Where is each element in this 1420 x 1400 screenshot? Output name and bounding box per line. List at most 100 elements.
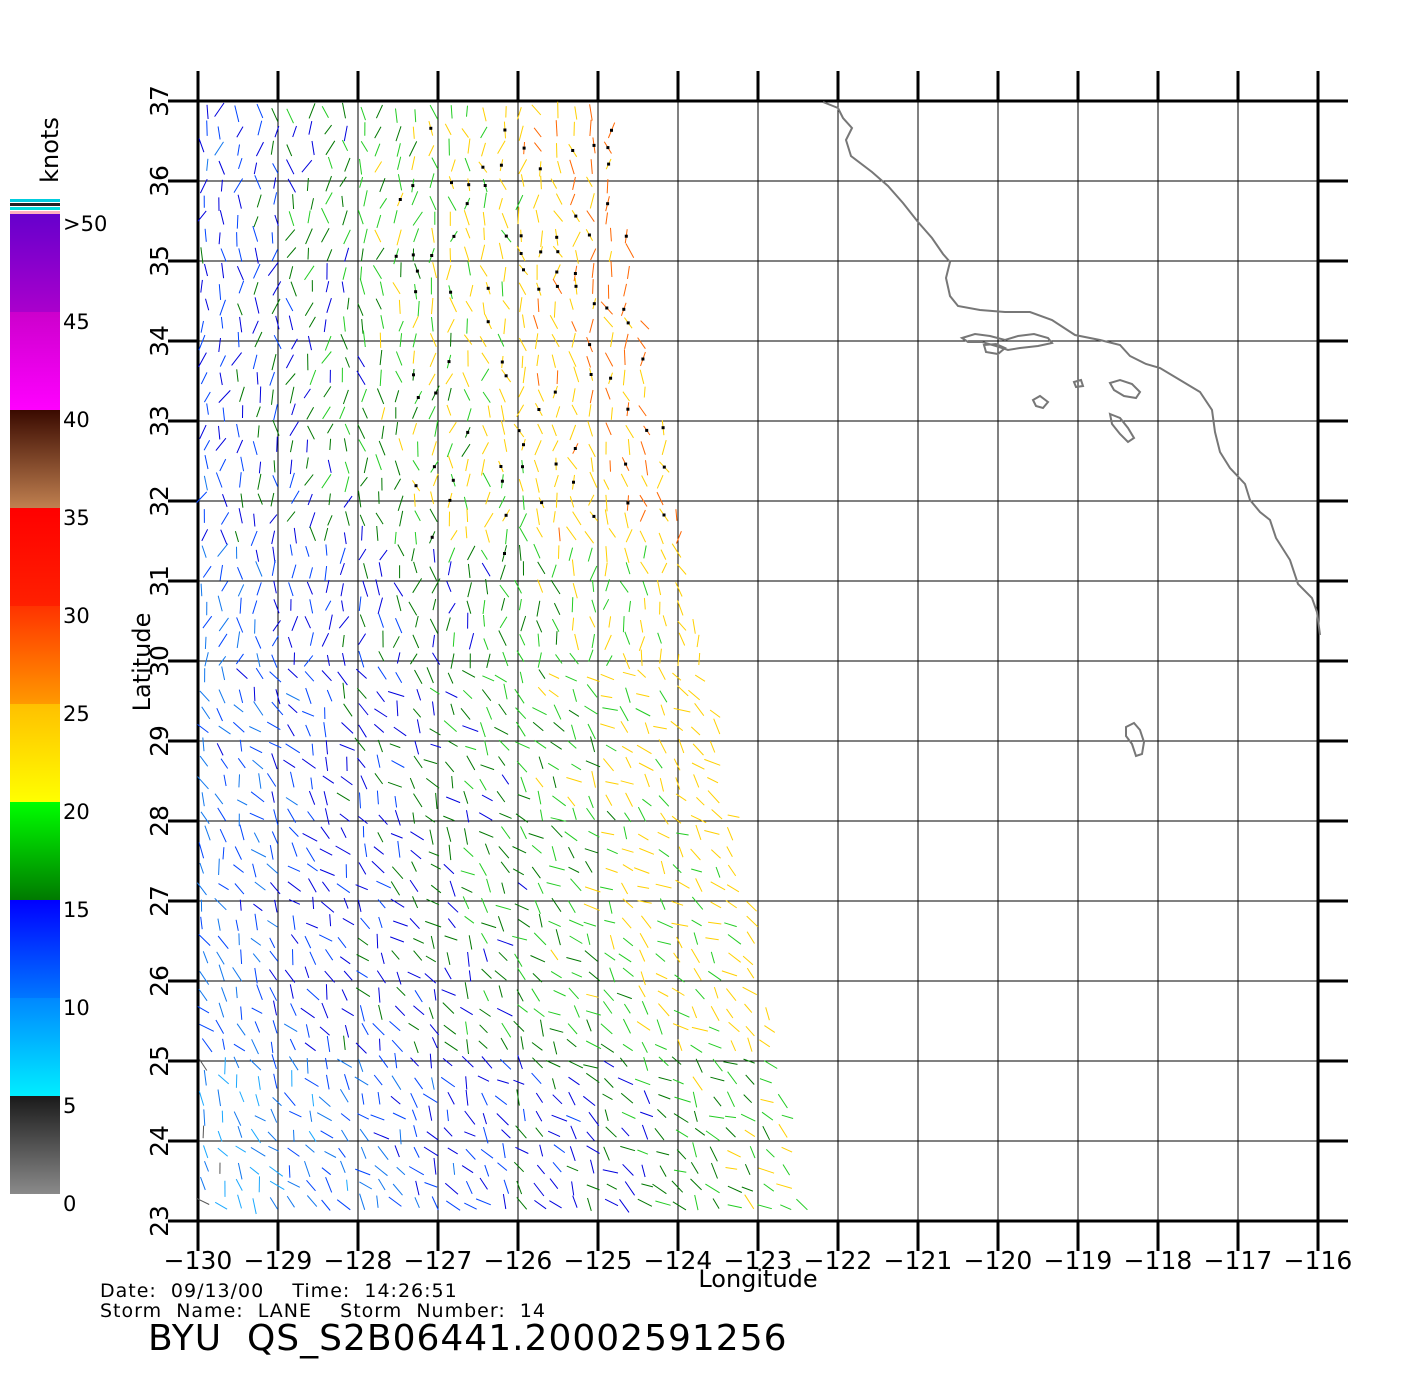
wind-vector [692, 1091, 698, 1108]
wind-vector [566, 957, 582, 962]
wind-vector [272, 1097, 282, 1107]
wind-vector [374, 143, 381, 157]
wind-vector [204, 454, 209, 470]
rain-flag-marker [572, 480, 575, 484]
wind-vector [698, 652, 701, 666]
wind-vector [377, 832, 384, 843]
wind-vector [344, 247, 350, 262]
wind-vector [273, 404, 278, 421]
wind-vector [355, 987, 371, 998]
wind-vector [337, 671, 348, 686]
wind-vector [327, 423, 334, 434]
wind-vector [566, 1038, 577, 1048]
wind-vector [325, 600, 332, 611]
wind-vector [447, 1091, 455, 1105]
wind-vector [532, 721, 544, 732]
wind-vector [440, 1076, 456, 1088]
legend-label: 35 [63, 506, 90, 530]
wind-vector [460, 870, 475, 876]
wind-vector [256, 582, 262, 596]
wind-vector [588, 404, 592, 417]
wind-vector [711, 809, 723, 820]
wind-vector [356, 954, 370, 962]
wind-vector [391, 760, 405, 768]
wind-vector [691, 762, 705, 770]
wind-vector [466, 105, 468, 117]
wind-vector [423, 759, 438, 765]
wind-vector [742, 955, 754, 966]
wind-vector [465, 458, 469, 472]
wind-vector [658, 666, 666, 680]
rain-flag-marker [609, 376, 613, 380]
wind-vector [371, 860, 385, 874]
lon-tick-label: −128 [324, 1246, 393, 1275]
wind-vector [568, 351, 577, 367]
wind-vector [412, 634, 420, 649]
wind-vector [326, 689, 333, 702]
wind-vector [537, 790, 542, 805]
wind-vector [395, 422, 399, 435]
wind-vector [431, 316, 434, 332]
wind-vector [392, 1183, 403, 1196]
wind-vector [395, 351, 403, 366]
lat-tick-label: 35 [145, 245, 174, 277]
wind-vector [625, 792, 633, 807]
wind-vector [222, 1038, 226, 1050]
wind-vector [499, 584, 510, 598]
wind-vector [450, 530, 458, 541]
rain-flag-marker [466, 430, 470, 434]
wind-vector [605, 794, 613, 806]
wind-vector [221, 262, 225, 279]
wind-vector [396, 986, 406, 996]
wind-vector [416, 719, 421, 734]
wind-vector [325, 1177, 333, 1193]
wind-vector [344, 157, 351, 172]
wind-vector [289, 544, 293, 556]
wind-vector [374, 126, 382, 139]
wind-vector [305, 1024, 310, 1038]
wind-vector [622, 1163, 634, 1176]
wind-vector [677, 620, 687, 631]
wind-vector [660, 549, 667, 560]
wind-vector [269, 671, 282, 683]
wind-vector [237, 567, 244, 580]
wind-vector [452, 1162, 456, 1175]
wind-vector [269, 987, 278, 1001]
wind-vector [571, 972, 583, 978]
wind-vector [378, 1178, 386, 1191]
wind-vector [675, 793, 687, 802]
wind-vector [657, 831, 670, 839]
wind-vector [548, 920, 561, 928]
wind-vector [619, 1057, 628, 1067]
wind-vector [566, 526, 577, 541]
wind-vector [586, 993, 599, 998]
wind-vector [603, 1146, 610, 1161]
lon-tick-label: −116 [1284, 1246, 1353, 1275]
wind-vector [342, 267, 347, 280]
legend-color-band [10, 214, 60, 312]
wind-vector [520, 826, 527, 840]
wind-vector [586, 176, 593, 187]
wind-vector [359, 158, 363, 175]
wind-vector [462, 372, 470, 387]
wind-vector [289, 1110, 302, 1118]
wind-vector [218, 284, 222, 300]
wind-vector [431, 1196, 439, 1211]
wind-vector [677, 685, 689, 697]
wind-vector [431, 578, 441, 594]
wind-vector [249, 1166, 260, 1175]
wind-vector [444, 935, 458, 941]
wind-vector [516, 989, 524, 1002]
wind-vector [464, 915, 475, 924]
wind-vector [287, 704, 298, 714]
wind-vector [610, 407, 613, 420]
wind-vector [237, 1162, 243, 1180]
wind-vector [637, 900, 652, 904]
wind-vector [429, 829, 434, 845]
wind-vector [430, 935, 435, 949]
wind-vector [339, 813, 351, 822]
wind-vector [306, 457, 309, 469]
wind-vector [378, 651, 385, 662]
wind-vector [376, 388, 385, 405]
wind-vector [289, 266, 294, 280]
